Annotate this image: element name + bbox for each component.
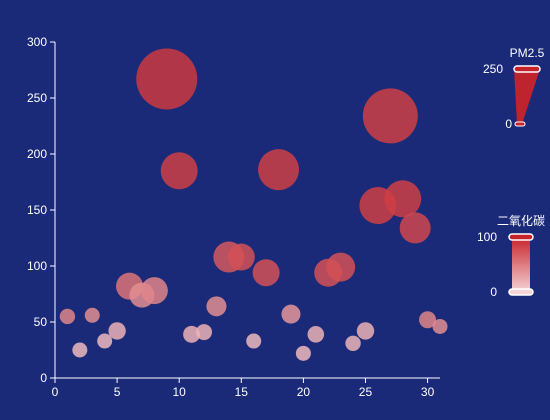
scatter-point[interactable] — [227, 243, 255, 271]
scatter-point[interactable] — [72, 342, 88, 358]
scatter-point[interactable] — [136, 48, 198, 110]
scatter-point[interactable] — [196, 324, 213, 341]
scatter-point[interactable] — [206, 296, 227, 317]
scatter-point[interactable] — [356, 322, 375, 340]
x-ticks: 0 5 10 15 20 25 30 — [52, 378, 435, 399]
y-tick-label: 100 — [27, 259, 47, 273]
co2-visual-map-handle-top[interactable] — [508, 233, 534, 241]
scatter-point[interactable] — [97, 333, 113, 349]
y-tick-label: 0 — [40, 371, 47, 385]
scatter-point[interactable] — [419, 311, 437, 329]
scatter-point[interactable] — [345, 335, 361, 351]
y-tick-label: 150 — [27, 203, 47, 217]
scatter-point[interactable] — [252, 259, 280, 287]
x-tick-label: 15 — [235, 385, 249, 399]
scatter-point[interactable] — [258, 149, 300, 191]
scatter-point[interactable] — [432, 318, 448, 334]
x-tick-label: 10 — [173, 385, 187, 399]
y-tick-label: 50 — [34, 315, 48, 329]
pm25-visual-map-handle-top[interactable] — [513, 65, 541, 73]
scatter-point[interactable] — [384, 180, 422, 218]
co2-visual-map-bar — [512, 237, 530, 292]
y-ticks: 0 50 100 150 200 250 300 — [27, 35, 55, 385]
y-tick-label: 200 — [27, 147, 47, 161]
scatter-point[interactable] — [160, 152, 198, 190]
co2-visual-map-max-label: 100 — [477, 230, 497, 244]
x-tick-label: 0 — [52, 385, 59, 399]
pm25-visual-map-min-label: 0 — [505, 117, 512, 131]
co2-visual-map[interactable]: 二氧化碳 100 0 — [477, 214, 545, 299]
co2-visual-map-min-label: 0 — [490, 285, 497, 299]
scatter-point[interactable] — [295, 345, 311, 361]
pm25-visual-map-max-label: 250 — [483, 62, 503, 76]
y-tick-label: 300 — [27, 35, 47, 49]
scatter-point[interactable] — [59, 308, 76, 325]
x-tick-label: 25 — [359, 385, 373, 399]
scatter-point[interactable] — [326, 252, 356, 282]
scatter-point[interactable] — [84, 307, 100, 323]
axes: 0 5 10 15 20 25 30 0 50 100 150 200 250 300 — [27, 35, 440, 399]
x-tick-label: 30 — [421, 385, 435, 399]
points-layer — [59, 48, 448, 361]
scatter-point[interactable] — [307, 326, 325, 343]
y-tick-label: 250 — [27, 91, 47, 105]
co2-visual-map-title: 二氧化碳 — [497, 214, 545, 228]
scatter-point[interactable] — [183, 325, 201, 343]
scatter-point[interactable] — [281, 304, 301, 324]
co2-visual-map-handle-bottom[interactable] — [508, 288, 534, 296]
pm25-visual-map[interactable]: PM2.5 250 0 — [483, 46, 545, 131]
x-tick-label: 5 — [114, 385, 121, 399]
scatter-point[interactable] — [140, 277, 168, 305]
x-tick-label: 20 — [297, 385, 311, 399]
scatter-point[interactable] — [399, 212, 431, 244]
pm25-visual-map-title: PM2.5 — [510, 46, 545, 60]
scatter-point[interactable] — [108, 322, 126, 340]
scatter-point[interactable] — [362, 88, 418, 144]
scatter-point[interactable] — [246, 333, 262, 349]
pm25-visual-map-bar — [514, 69, 540, 124]
pm25-visual-map-handle-bottom[interactable] — [514, 121, 526, 127]
